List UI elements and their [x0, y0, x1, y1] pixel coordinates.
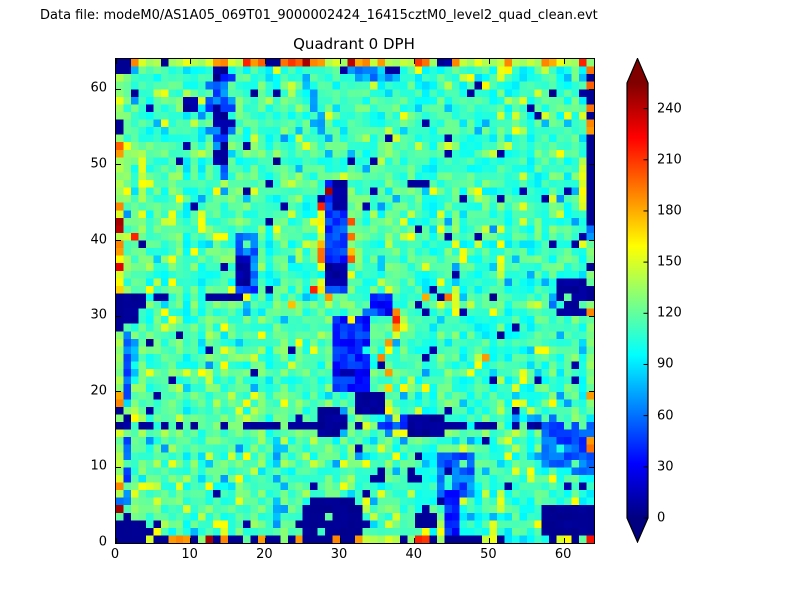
colorbar: [626, 58, 649, 543]
y-tick-mark: [116, 88, 121, 90]
colorbar-tick-label: 180: [657, 203, 682, 219]
colorbar-tick-label: 60: [657, 408, 674, 424]
x-tick-label: 50: [480, 547, 497, 562]
y-tick-label: 40: [90, 232, 107, 247]
y-tick-mark: [116, 466, 121, 468]
colorbar-tick-label: 90: [657, 356, 674, 372]
y-tick-label: 30: [90, 307, 107, 323]
x-tick-mark: [488, 59, 490, 64]
x-tick-mark: [264, 538, 266, 543]
y-tick-mark: [116, 315, 121, 317]
y-tick-mark: [589, 240, 594, 241]
y-tick-mark: [116, 164, 121, 166]
y-tick-mark: [116, 542, 121, 544]
x-tick-label: 60: [554, 547, 572, 562]
y-tick-mark: [589, 88, 594, 90]
y-tick-label: 20: [90, 383, 107, 399]
y-tick-label: 10: [90, 458, 107, 474]
y-tick-mark: [589, 466, 594, 468]
y-tick-mark: [589, 315, 594, 317]
plot-title: Quadrant 0 DPH: [293, 35, 415, 53]
x-tick-label: 30: [330, 547, 348, 562]
heatmap-canvas: [116, 59, 594, 543]
y-tick-mark: [589, 391, 594, 393]
x-tick-mark: [339, 59, 341, 64]
colorbar-extend-lower: [627, 518, 648, 542]
x-tick-mark: [488, 538, 490, 543]
colorbar-extend-upper: [627, 58, 648, 83]
y-tick-mark: [589, 164, 594, 166]
colorbar-tick-label: 210: [657, 152, 682, 168]
colorbar-tick-label: 30: [657, 459, 674, 475]
y-tick-mark: [116, 391, 121, 393]
x-tick-label: 20: [256, 547, 273, 562]
plot-area: [115, 58, 595, 544]
colorbar-tick-label: 150: [657, 254, 682, 270]
x-tick-mark: [414, 538, 416, 543]
x-tick-mark: [414, 59, 416, 64]
x-tick-mark: [190, 538, 192, 543]
x-tick-mark: [563, 538, 565, 543]
y-tick-mark: [589, 542, 594, 544]
x-tick-mark: [339, 538, 341, 543]
data-file-label: Data file: modeM0/AS1A05_069T01_90000024…: [40, 8, 598, 23]
y-tick-mark: [116, 240, 121, 241]
x-tick-mark: [563, 59, 565, 64]
x-tick-label: 0: [110, 547, 120, 562]
colorbar-gradient: [627, 83, 648, 518]
y-tick-label: 50: [90, 156, 107, 172]
colorbar-tick-label: 240: [657, 101, 682, 117]
colorbar-tick-label: 0: [657, 510, 666, 526]
y-tick-label: 60: [90, 80, 107, 96]
y-tick-label: 0: [98, 534, 107, 550]
colorbar-tick-label: 120: [657, 305, 682, 321]
x-tick-mark: [264, 59, 266, 64]
x-tick-mark: [115, 59, 117, 64]
x-tick-mark: [190, 59, 192, 64]
x-tick-label: 40: [405, 547, 423, 562]
x-tick-mark: [115, 538, 117, 543]
x-tick-label: 10: [181, 547, 198, 562]
